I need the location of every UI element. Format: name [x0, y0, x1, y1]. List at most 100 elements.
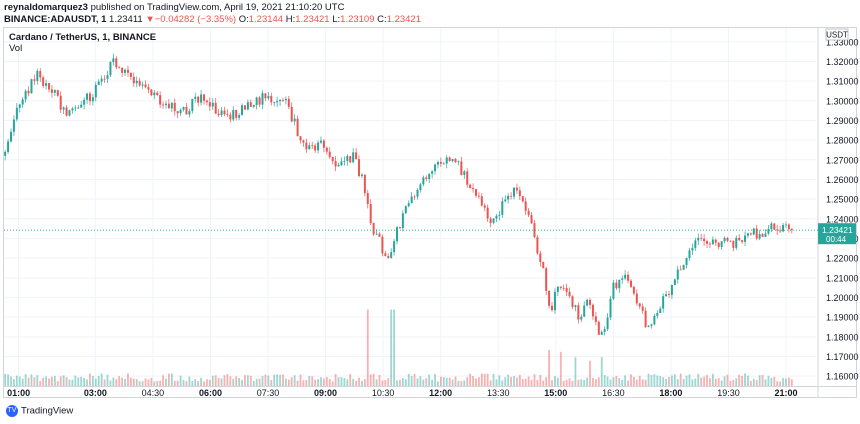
candle-body	[682, 265, 685, 270]
candle-body	[129, 72, 132, 77]
publish-text: published on TradingView.com, April 19, …	[87, 2, 345, 13]
candle-body	[328, 151, 331, 158]
publisher-name[interactable]: reynaldomarquez3	[4, 2, 88, 13]
open-value: 1.23144	[248, 14, 284, 25]
candle-body	[679, 269, 682, 271]
price-tag-time: 00:44	[826, 235, 847, 244]
volume-bar	[744, 373, 746, 386]
volume-bar	[83, 377, 86, 386]
volume-bar	[638, 375, 641, 386]
volume-bar	[144, 378, 147, 386]
volume-bar	[238, 377, 241, 386]
candle-body	[352, 152, 355, 163]
x-tick-label: 03:00	[84, 388, 107, 398]
volume-bar	[127, 373, 129, 386]
candle-body	[369, 203, 372, 223]
volume-bar	[255, 378, 258, 386]
volume-bar	[565, 379, 568, 386]
low-value: 1.23109	[340, 14, 375, 25]
candle-body	[112, 58, 115, 63]
volume-bar	[720, 380, 723, 386]
candle-body	[457, 161, 460, 163]
volume-bar	[302, 380, 305, 386]
last-price: 1.23411	[109, 14, 143, 25]
currency-box[interactable]	[825, 28, 849, 41]
volume-bar	[533, 374, 536, 386]
candle-body	[396, 227, 399, 242]
candle-body	[226, 114, 229, 116]
volume-bar	[264, 374, 267, 386]
candle-body	[580, 316, 583, 320]
volume-bar	[103, 379, 106, 386]
volume-bar	[554, 376, 556, 386]
candle-body	[597, 321, 600, 335]
volume-bar	[597, 377, 600, 386]
candle-body	[504, 199, 507, 202]
volume-bar	[773, 376, 776, 386]
volume-bar	[396, 380, 398, 386]
candle-body	[691, 248, 694, 251]
candle-body	[197, 96, 200, 103]
candle-body	[30, 79, 33, 94]
volume-bar	[548, 350, 550, 386]
candle-body	[308, 145, 311, 150]
candle-body	[770, 223, 773, 230]
volume-bar	[132, 378, 135, 386]
volume-bar	[86, 379, 88, 386]
candle-body	[562, 287, 565, 289]
volume-bar	[571, 380, 574, 386]
candle-body	[176, 111, 179, 114]
top-bar: reynaldomarquez3 published on TradingVie…	[0, 0, 860, 28]
candle-body	[413, 196, 416, 198]
volume-bar	[478, 377, 480, 386]
candle-body	[434, 164, 437, 172]
volume-bar	[407, 373, 410, 386]
candle-body	[366, 193, 369, 204]
volume-bar	[615, 375, 618, 386]
candle-body	[243, 105, 246, 110]
footer-brand[interactable]: TV TradingView	[6, 405, 73, 417]
candle-body	[270, 95, 273, 103]
x-tick-label: 07:30	[257, 388, 280, 398]
candle-body	[147, 87, 150, 90]
candle-body	[650, 324, 653, 326]
candle-body	[782, 224, 785, 232]
volume-bar	[311, 376, 314, 386]
candle-body	[741, 240, 744, 242]
volume-bar	[384, 379, 387, 386]
candle-body	[77, 107, 80, 109]
volume-bar	[334, 373, 337, 386]
candle-body	[185, 107, 188, 115]
pair-title[interactable]: Cardano / TetherUS, 1, BINANCE	[9, 32, 157, 43]
candle-body	[188, 111, 191, 115]
volume-bar	[138, 381, 141, 386]
volume-bar	[147, 379, 150, 386]
candle-body	[495, 215, 498, 219]
volume-bar	[176, 380, 179, 386]
volume-bar	[703, 376, 705, 386]
volume-bar	[574, 357, 577, 386]
candle-body	[290, 106, 293, 122]
volume-bar	[603, 375, 606, 386]
candle-body	[141, 84, 144, 86]
candle-body	[632, 286, 635, 294]
x-tick-label: 13:30	[487, 388, 510, 398]
candle-body	[62, 107, 65, 110]
candle-body	[790, 229, 793, 231]
volume-bar	[668, 376, 670, 386]
candle-body	[767, 229, 770, 234]
candle-body	[635, 293, 638, 304]
volume-bar	[583, 379, 586, 386]
volume-bar	[39, 381, 42, 386]
volume-label[interactable]: Vol	[9, 43, 23, 54]
volume-bar	[18, 376, 21, 386]
candle-body	[276, 101, 279, 103]
candle-body	[191, 98, 194, 112]
candle-body	[539, 253, 542, 262]
candle-body	[36, 71, 39, 81]
volume-bar	[74, 375, 77, 386]
candle-body	[273, 102, 276, 104]
candle-body	[761, 234, 764, 237]
volume-bar	[758, 375, 761, 386]
